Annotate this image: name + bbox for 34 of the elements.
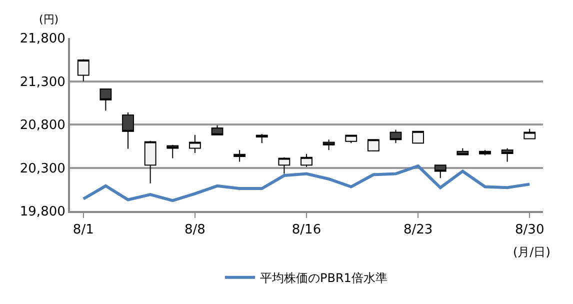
y-tick-label: 21,800 bbox=[20, 32, 66, 47]
x-tick-label: 8/30 bbox=[515, 222, 544, 238]
y-tick-label: 21,300 bbox=[20, 74, 66, 90]
y-axis-title: (円) bbox=[39, 13, 59, 26]
candlestick bbox=[166, 144, 179, 159]
candlestick bbox=[278, 156, 290, 174]
x-tick-label: 8/8 bbox=[184, 222, 206, 238]
legend-label: 平均株価のPBR1倍水準 bbox=[260, 271, 388, 286]
x-tick-label: 8/16 bbox=[292, 222, 322, 238]
candlestick bbox=[144, 140, 156, 184]
candlestick bbox=[524, 128, 536, 140]
candlestick bbox=[211, 124, 224, 136]
candlestick bbox=[300, 153, 312, 168]
x-tick-label: 8/23 bbox=[403, 222, 433, 238]
candlestick bbox=[367, 139, 380, 152]
candlestick bbox=[122, 112, 134, 150]
x-tick-label: 8/1 bbox=[72, 222, 94, 238]
candlestick bbox=[100, 88, 112, 112]
candlestick bbox=[434, 164, 446, 179]
candlestick bbox=[188, 134, 201, 154]
candlestick bbox=[501, 148, 514, 162]
candlestick bbox=[345, 134, 358, 144]
line-series bbox=[82, 164, 532, 202]
candlestick bbox=[77, 58, 90, 82]
candlestick bbox=[322, 139, 335, 151]
candlestick bbox=[256, 134, 268, 144]
candlestick bbox=[412, 130, 424, 144]
y-tick-label: 19,800 bbox=[20, 204, 66, 220]
candlestick bbox=[390, 129, 402, 144]
candlestick bbox=[234, 150, 246, 162]
x-axis-title: (月/日) bbox=[513, 245, 550, 259]
y-tick-label: 20,800 bbox=[20, 118, 66, 134]
y-tick-label: 20,300 bbox=[20, 161, 66, 176]
candlestick bbox=[456, 148, 469, 156]
